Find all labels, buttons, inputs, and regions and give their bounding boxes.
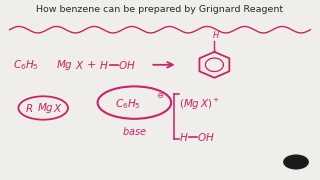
Text: $\mathit{OH}$: $\mathit{OH}$ [197, 131, 214, 143]
Text: $\mathit{R}$: $\mathit{R}$ [25, 102, 33, 114]
Text: $+$: $+$ [86, 59, 96, 70]
Text: $\ominus$: $\ominus$ [156, 91, 164, 100]
Text: $\mathit{OH}$: $\mathit{OH}$ [118, 59, 136, 71]
Text: $\mathit{C_6H_5}$: $\mathit{C_6H_5}$ [13, 58, 39, 72]
Text: $\mathit{H}$: $\mathit{H}$ [212, 29, 220, 40]
Text: $\mathit{Mg}$: $\mathit{Mg}$ [37, 101, 54, 115]
Text: $\mathit{H}$: $\mathit{H}$ [179, 131, 189, 143]
Text: $\mathit{base}$: $\mathit{base}$ [122, 125, 147, 137]
Text: $(\mathit{Mg}\,\mathit{X})^+$: $(\mathit{Mg}\,\mathit{X})^+$ [179, 97, 220, 112]
Text: How benzene can be prepared by Grignard Reagent: How benzene can be prepared by Grignard … [36, 5, 284, 14]
Text: $\mathit{X}$: $\mathit{X}$ [75, 59, 85, 71]
Circle shape [284, 155, 308, 169]
Text: $\mathit{X}$: $\mathit{X}$ [53, 102, 62, 114]
Text: $\mathit{H}$: $\mathit{H}$ [99, 59, 109, 71]
Text: $\mathit{C_6H_5}$: $\mathit{C_6H_5}$ [115, 98, 141, 111]
Text: $\mathit{Mg}$: $\mathit{Mg}$ [56, 58, 73, 72]
